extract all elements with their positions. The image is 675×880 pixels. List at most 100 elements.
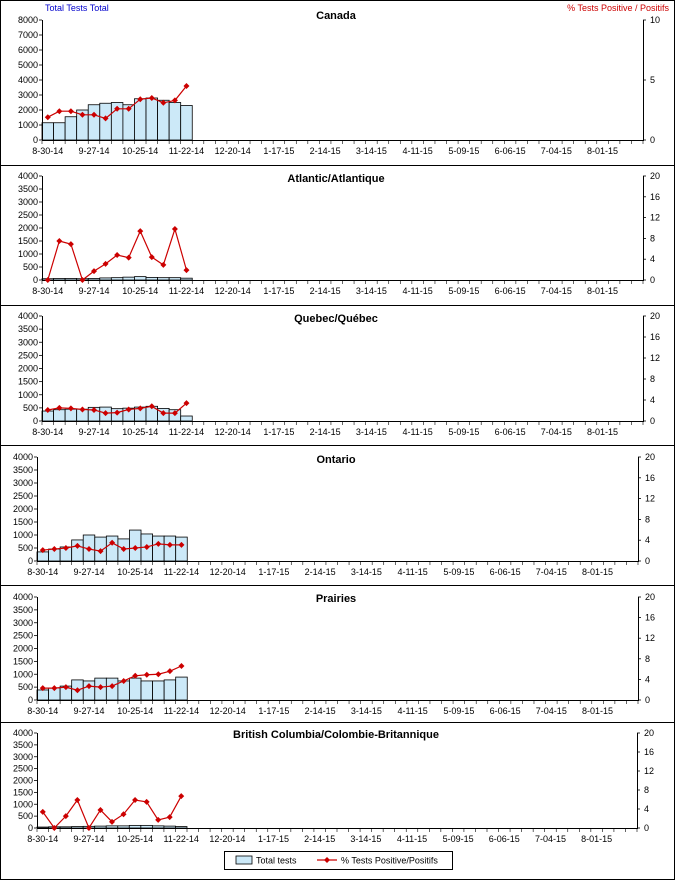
line-point-percent-positive — [178, 663, 185, 670]
bar-total-tests — [157, 99, 170, 141]
left-y-tick-label: 1000 — [18, 390, 38, 400]
left-y-tick-label: 3000 — [18, 90, 38, 100]
line-point-percent-positive — [67, 405, 74, 412]
bar-total-tests — [64, 278, 78, 281]
line-point-percent-positive — [56, 108, 63, 115]
x-tick-label: 4-11-15 — [402, 146, 432, 156]
x-tick-label: 11-22-14 — [164, 834, 199, 844]
line-point-percent-positive — [166, 541, 173, 548]
line-point-percent-positive — [178, 541, 185, 548]
right-y-tick-label: 0 — [650, 135, 655, 145]
right-y-tick-label: 8 — [650, 233, 655, 243]
right-y-tick-label: 20 — [644, 728, 654, 738]
bar-total-tests — [157, 277, 170, 281]
line-point-percent-positive — [74, 796, 81, 803]
line-point-percent-positive — [137, 405, 144, 412]
line-point-percent-positive — [148, 403, 155, 410]
left-y-tick-label: 1000 — [13, 799, 33, 809]
right-y-tick-label: 0 — [644, 823, 649, 833]
left-y-tick-label: 0 — [33, 275, 38, 285]
chart-title: British Columbia/Colombie-Britannique — [233, 729, 439, 741]
line-point-percent-positive — [109, 818, 115, 825]
line-point-percent-positive — [125, 105, 132, 112]
bar-total-tests — [99, 277, 112, 281]
x-tick-label: 9-27-14 — [78, 146, 109, 156]
right-y-tick-label: 16 — [650, 332, 660, 342]
line-point-percent-positive — [148, 95, 155, 101]
right-y-tick-label: 10 — [650, 15, 660, 25]
left-y-tick-label: 3500 — [18, 324, 38, 334]
bar-total-tests — [180, 105, 193, 141]
chart-title: Quebec/Québec — [294, 313, 378, 325]
x-tick-label: 10-25-14 — [117, 834, 153, 844]
x-tick-marks — [36, 829, 638, 832]
bar-total-tests — [145, 276, 158, 281]
x-tick-label: 7-04-15 — [541, 427, 572, 437]
x-tick-label: 12-20-14 — [215, 146, 251, 156]
line-point-percent-positive — [171, 97, 178, 104]
left-y-tick-label: 500 — [18, 543, 33, 553]
line-point-percent-positive — [183, 267, 190, 274]
line-point-percent-positive — [155, 671, 162, 678]
x-tick-label: 4-11-15 — [397, 567, 427, 577]
x-tick-label: 6-06-15 — [495, 286, 526, 296]
x-tick-label: 5-09-15 — [443, 706, 474, 716]
line-point-percent-positive — [137, 96, 144, 103]
bar-total-tests — [122, 276, 135, 281]
x-tick-label: 8-30-14 — [32, 146, 63, 156]
left-y-tick-label: 3000 — [13, 478, 33, 488]
x-tick-label: 3-14-15 — [351, 567, 382, 577]
bar-total-tests — [168, 277, 182, 281]
left-y-tick-label: 1500 — [13, 656, 33, 666]
right-axis-header: % Tests Positive / Positifs — [567, 3, 669, 13]
x-tick-label: 5-09-15 — [443, 567, 474, 577]
legend-diamond-marker — [324, 857, 330, 863]
right-y-tick-label: 16 — [645, 613, 655, 623]
x-tick-label: 6-06-15 — [489, 834, 520, 844]
line-point-percent-positive — [155, 816, 162, 823]
x-tick-label: 2-14-15 — [305, 567, 336, 577]
line-point-percent-positive — [62, 684, 69, 691]
left-y-tick-label: 3500 — [13, 465, 33, 475]
bar-total-tests — [53, 122, 66, 141]
left-y-tick-label: 4000 — [13, 592, 33, 602]
line-point-percent-positive — [143, 798, 150, 805]
line-point-percent-positive — [102, 115, 109, 122]
bar-total-tests — [180, 415, 193, 422]
left-y-tick-label: 6000 — [18, 45, 38, 55]
x-tick-label: 5-09-15 — [443, 834, 474, 844]
x-tick-label: 4-11-15 — [402, 286, 432, 296]
left-y-tick-label: 2000 — [13, 776, 33, 786]
x-tick-label: 12-20-14 — [210, 567, 246, 577]
x-tick-label: 8-01-15 — [582, 706, 613, 716]
line-point-percent-positive — [114, 252, 121, 259]
x-tick-label: 6-06-15 — [490, 567, 521, 577]
bar-total-tests — [71, 826, 84, 829]
x-tick-label: 11-22-14 — [169, 286, 204, 296]
line-point-percent-positive — [171, 226, 178, 233]
left-y-tick-label: 3000 — [18, 197, 38, 207]
x-tick-label: 3-14-15 — [350, 834, 381, 844]
x-tick-label: 5-09-15 — [448, 427, 479, 437]
left-y-tick-label: 500 — [18, 811, 33, 821]
right-y-tick-label: 4 — [645, 535, 650, 545]
right-y-tick-label: 0 — [650, 416, 655, 426]
right-y-tick-label: 0 — [645, 556, 650, 566]
line-point-percent-positive — [137, 228, 144, 235]
bar-total-tests — [59, 826, 73, 829]
x-tick-label: 5-09-15 — [448, 146, 479, 156]
x-tick-label: 8-01-15 — [587, 286, 618, 296]
line-point-percent-positive — [125, 406, 132, 413]
x-tick-label: 10-25-14 — [117, 567, 153, 577]
x-tick-label: 9-27-14 — [73, 834, 104, 844]
bar-total-tests — [36, 689, 49, 701]
left-y-tick-label: 3000 — [18, 337, 38, 347]
chart-panel-3: Quebec/Québec 0 500 1000 1500 2000 2500 3000 350… — [0, 311, 675, 446]
x-tick-label: 3-14-15 — [356, 427, 387, 437]
right-y-tick-label: 4 — [650, 395, 655, 405]
chart-panels: Canada0100020003000400050006000700080000… — [0, 10, 675, 844]
x-tick-label: 8-01-15 — [587, 427, 618, 437]
line-point-percent-positive — [148, 254, 155, 261]
